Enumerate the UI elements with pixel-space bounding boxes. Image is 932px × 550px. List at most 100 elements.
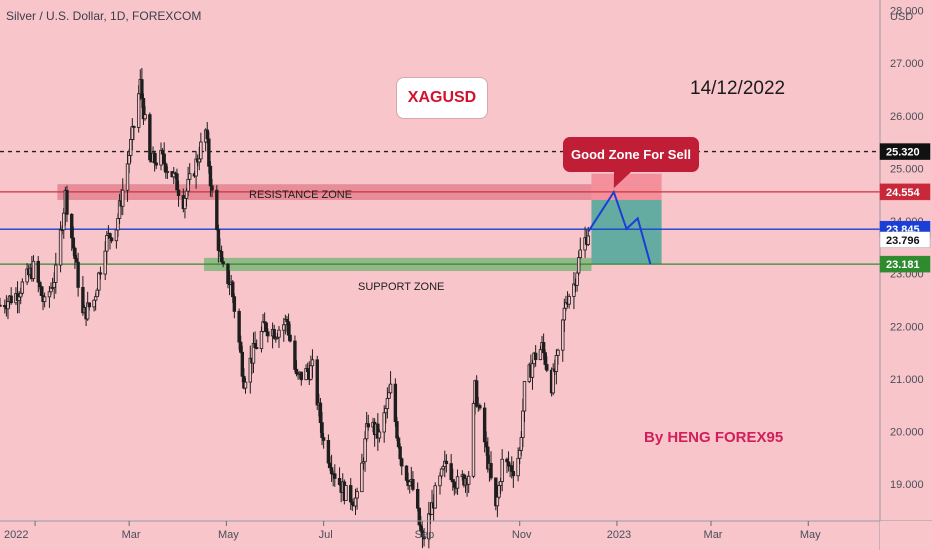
candle-body [518, 449, 522, 459]
resistance-level-badge [879, 183, 931, 201]
candle-body [127, 155, 131, 165]
time-axis[interactable]: 2022 Mar May Jul Sep Nov 2023 Mar May [4, 521, 821, 541]
projection-layer [587, 171, 652, 265]
candle-body [444, 460, 449, 465]
candle-body [42, 296, 47, 302]
candle-body [575, 272, 579, 286]
candle-body [489, 463, 493, 479]
candle-body [186, 178, 190, 192]
candle-body [455, 476, 460, 489]
candle-body [210, 185, 214, 191]
candle-body [71, 237, 76, 249]
candle-body [162, 153, 166, 165]
candle-body [54, 264, 58, 283]
candle-body [395, 421, 399, 439]
candle-body [143, 114, 147, 120]
candle-body [184, 190, 189, 199]
candle-body [154, 162, 158, 166]
candle-body [337, 478, 342, 485]
candle-body [221, 261, 225, 265]
candle-body [533, 352, 538, 361]
price-tick-label: 26.000 [890, 111, 924, 123]
time-tick-label: 2022 [4, 529, 28, 541]
price-tick-label: 19.000 [890, 479, 924, 491]
candle-body [321, 437, 326, 441]
candle-body [344, 485, 348, 501]
candle-body [19, 292, 23, 298]
resistance-level-badge-label: 24.554 [886, 187, 921, 199]
candle-body [355, 491, 359, 499]
candle-body [396, 437, 401, 448]
candle-body [576, 257, 581, 274]
date-label: 14/12/2022 [690, 78, 786, 99]
candle-body [415, 489, 420, 509]
projection-path [587, 189, 652, 265]
candle-body [466, 475, 471, 485]
candle-body [318, 402, 323, 423]
candle-body [326, 439, 331, 464]
candle-body [52, 281, 56, 288]
horizontal-lines-layer [0, 150, 880, 265]
candle-body [266, 331, 270, 337]
candle-body [36, 260, 40, 283]
dashed-level-badge [879, 143, 931, 160]
candle-body [408, 481, 412, 487]
candle-body [97, 272, 101, 291]
candle-body [360, 462, 364, 493]
candle-body [385, 397, 390, 410]
callout-pointer [613, 171, 632, 189]
candle-body [433, 485, 437, 509]
candle-body [538, 349, 543, 361]
candle-body [199, 141, 203, 160]
candle-body [0, 304, 2, 307]
candle-body [438, 475, 442, 487]
axis-corner [880, 521, 932, 550]
candle-body [449, 463, 453, 480]
candle-body [114, 229, 119, 242]
candle-body [277, 329, 281, 338]
price-tick-label: 20.000 [890, 427, 924, 439]
support-zone-label: SUPPORT ZONE [358, 281, 445, 293]
dashed-level-badge-label: 25.320 [886, 147, 920, 159]
candle-body [259, 330, 264, 349]
candle-body [309, 365, 313, 380]
support-level-badge [879, 255, 931, 273]
candle-body [294, 368, 299, 375]
candle-body [20, 281, 25, 294]
candle-body [495, 496, 500, 507]
candle-body [231, 281, 235, 298]
candle-body [103, 250, 107, 275]
candle-body [500, 458, 504, 482]
candle-body [152, 152, 157, 164]
candle-body [17, 296, 21, 302]
candle-body [384, 408, 388, 414]
price-tick-label: 27.000 [890, 58, 924, 70]
candle-body [215, 189, 219, 230]
candle-body [92, 299, 96, 308]
candle-body [237, 310, 241, 343]
currency-label: USD [890, 11, 913, 23]
candle-body [70, 213, 74, 239]
candle-body [333, 473, 337, 479]
candle-body [205, 129, 209, 140]
candle-body [578, 249, 582, 259]
candle-body [109, 237, 114, 242]
price-tick-label: 28.000 [890, 6, 924, 18]
current-price-badge [879, 231, 931, 249]
candle-body [363, 438, 367, 463]
candle-body [471, 403, 476, 477]
candle-body [474, 380, 479, 407]
candle-body [58, 229, 63, 266]
candle-body [315, 359, 319, 406]
candle-body [511, 471, 516, 477]
candle-body [219, 251, 224, 263]
candle-body [136, 93, 141, 128]
candle-body [554, 355, 559, 372]
candle-body [207, 138, 211, 167]
candle-body [9, 295, 13, 304]
candle-body [551, 368, 555, 394]
candle-body [76, 261, 80, 288]
time-tick-label: Mar [704, 529, 723, 541]
sell-callout: Good Zone For Sell [563, 137, 699, 172]
